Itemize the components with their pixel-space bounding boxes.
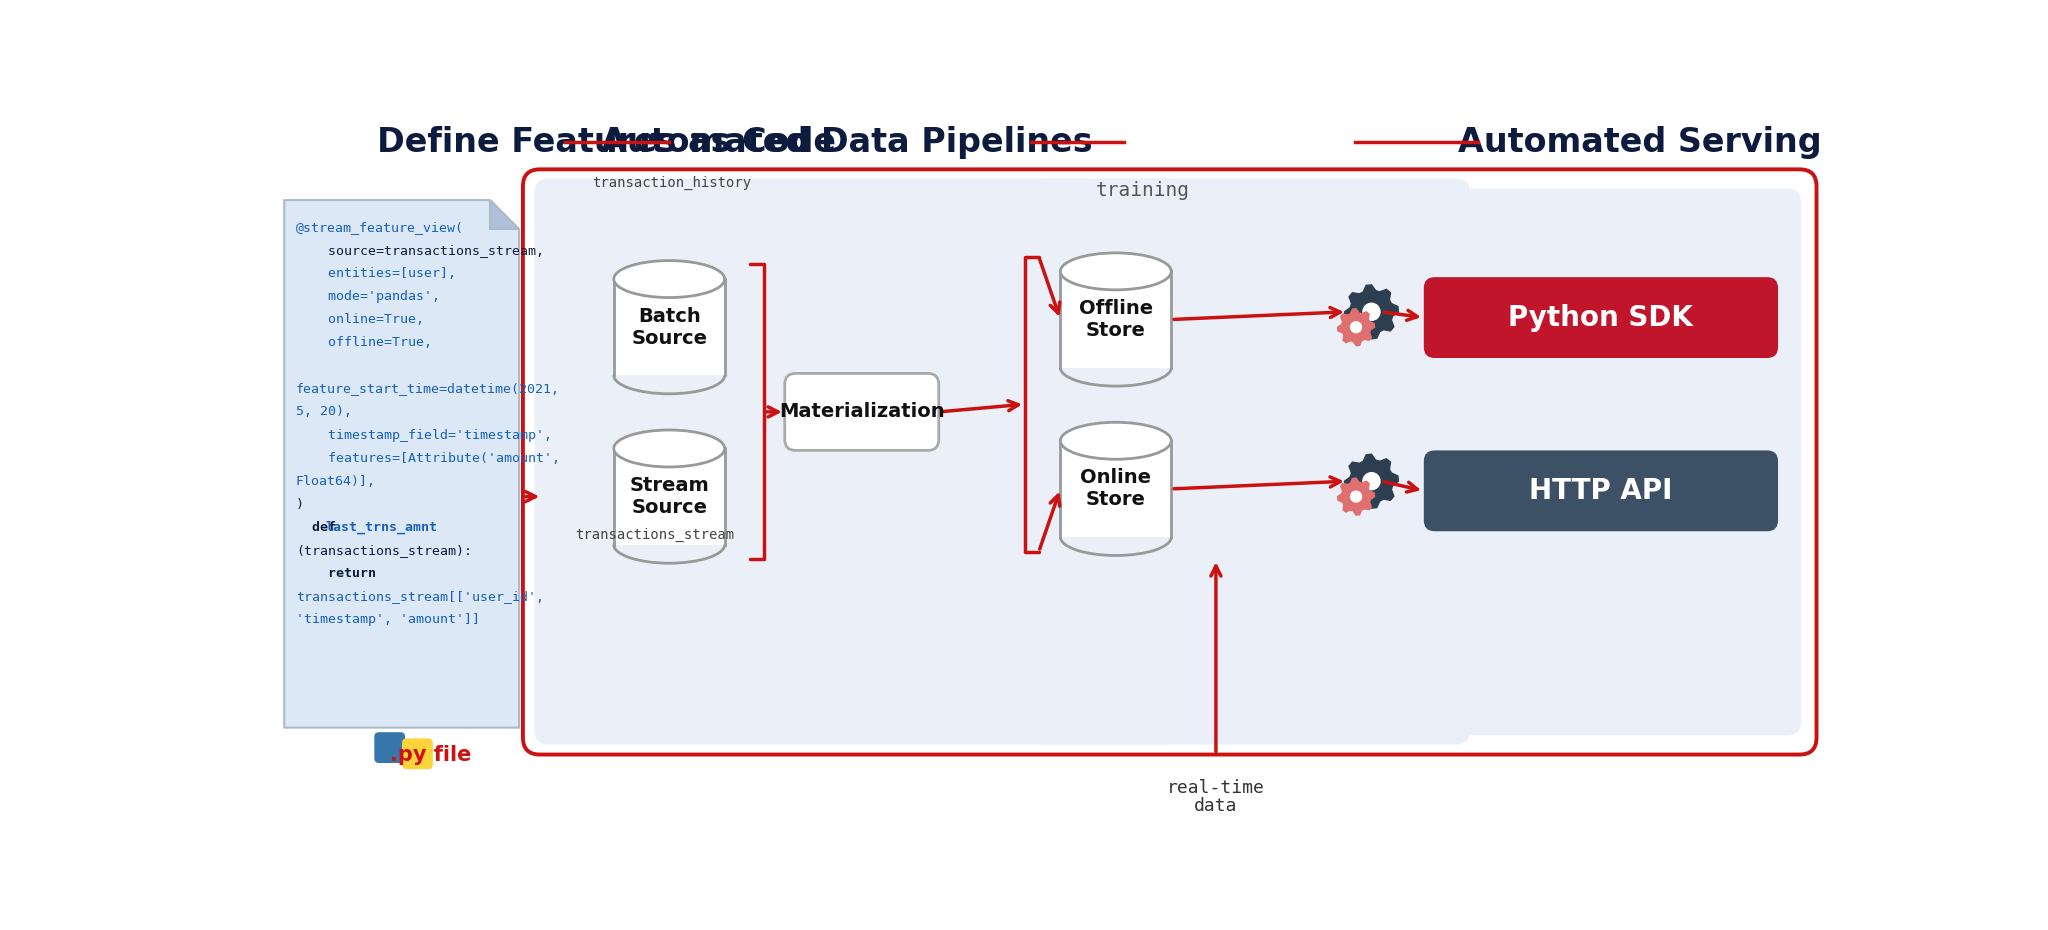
Text: 'timestamp', 'amount']]: 'timestamp', 'amount']]: [295, 613, 479, 626]
FancyBboxPatch shape: [375, 732, 406, 763]
Ellipse shape: [1061, 422, 1171, 459]
Text: offline=True,: offline=True,: [295, 336, 432, 349]
Text: last_trns_amnt: last_trns_amnt: [326, 521, 436, 534]
Text: Offline
Store: Offline Store: [1079, 299, 1153, 340]
Text: transaction_history: transaction_history: [592, 176, 752, 190]
Text: Automated Data Pipelines: Automated Data Pipelines: [600, 126, 1092, 159]
Text: features=[Attribute('amount',: features=[Attribute('amount',: [295, 452, 559, 465]
Text: Automated Serving: Automated Serving: [1458, 126, 1821, 159]
Text: Define Features as Code: Define Features as Code: [377, 126, 836, 159]
FancyBboxPatch shape: [1423, 277, 1778, 358]
Text: transactions_stream[['user_id',: transactions_stream[['user_id',: [295, 591, 545, 604]
Text: Batch
Source: Batch Source: [631, 307, 707, 348]
Text: data: data: [1194, 797, 1237, 815]
Text: def: def: [295, 521, 344, 534]
FancyBboxPatch shape: [535, 179, 1182, 745]
Text: mode='pandas',: mode='pandas',: [295, 290, 440, 303]
Ellipse shape: [1061, 253, 1171, 290]
Polygon shape: [614, 279, 725, 376]
Polygon shape: [1343, 454, 1399, 508]
Polygon shape: [1337, 309, 1374, 346]
Text: training: training: [1096, 180, 1190, 200]
Polygon shape: [1343, 285, 1399, 339]
FancyBboxPatch shape: [401, 738, 432, 769]
Ellipse shape: [614, 430, 725, 467]
Text: real-time: real-time: [1167, 778, 1266, 797]
Text: @stream_feature_view(: @stream_feature_view(: [295, 220, 463, 233]
Text: Online
Store: Online Store: [1081, 469, 1151, 510]
Text: 5, 20),: 5, 20),: [295, 405, 352, 419]
Text: Python SDK: Python SDK: [1509, 303, 1694, 332]
Circle shape: [1350, 490, 1362, 503]
Polygon shape: [1061, 441, 1171, 537]
Circle shape: [1362, 472, 1380, 490]
Text: feature_start_time=datetime(2021,: feature_start_time=datetime(2021,: [295, 382, 559, 395]
Polygon shape: [489, 200, 518, 230]
Polygon shape: [1337, 478, 1374, 515]
Polygon shape: [614, 448, 725, 545]
Text: (transactions_stream):: (transactions_stream):: [295, 544, 471, 557]
Polygon shape: [1061, 272, 1171, 367]
FancyBboxPatch shape: [1423, 450, 1778, 531]
Text: Stream
Source: Stream Source: [629, 476, 709, 517]
Ellipse shape: [614, 260, 725, 298]
Circle shape: [1362, 302, 1380, 321]
Text: HTTP API: HTTP API: [1530, 477, 1673, 505]
Text: return: return: [295, 567, 375, 580]
FancyBboxPatch shape: [784, 374, 938, 450]
Text: online=True,: online=True,: [295, 313, 424, 326]
Text: timestamp_field='timestamp',: timestamp_field='timestamp',: [295, 429, 551, 442]
Text: Float64)],: Float64)],: [295, 474, 375, 487]
Text: Materialization: Materialization: [778, 403, 944, 421]
FancyBboxPatch shape: [1309, 189, 1800, 736]
Text: ): ): [295, 498, 303, 511]
Polygon shape: [285, 200, 518, 727]
Text: entities=[user],: entities=[user],: [295, 267, 457, 280]
Circle shape: [1350, 321, 1362, 333]
Text: source=transactions_stream,: source=transactions_stream,: [295, 244, 545, 257]
Text: transactions_stream: transactions_stream: [575, 528, 735, 542]
FancyBboxPatch shape: [1030, 179, 1470, 745]
Text: .py file: .py file: [389, 745, 471, 764]
